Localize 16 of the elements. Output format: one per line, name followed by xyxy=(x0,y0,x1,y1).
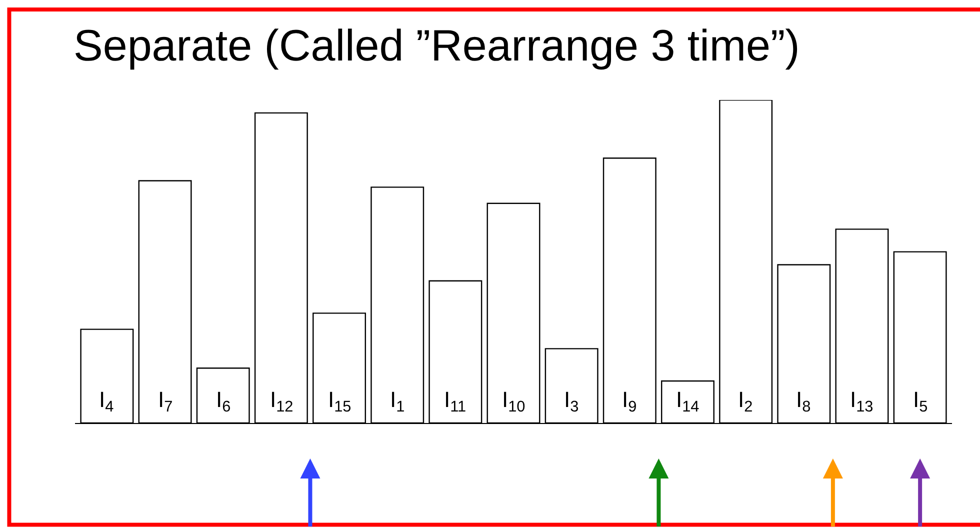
x-tick-label: I$_{11}$ xyxy=(444,387,466,416)
x-tick-label: I$_{3}$ xyxy=(564,387,579,416)
x-tick-label: I$_{4}$ xyxy=(99,387,114,416)
x-tick-label: I$_{8}$ xyxy=(796,387,811,416)
x-tick-label: I$_{9}$ xyxy=(622,387,637,416)
x-tick-label: I$_{6}$ xyxy=(216,387,231,416)
chart-title: Separate (Called ”Rearrange 3 time”) xyxy=(74,21,800,70)
x-tick-label: I$_{5}$ xyxy=(913,387,928,416)
x-tick-label: I$_{7}$ xyxy=(158,387,173,416)
x-tick-label: I$_{13}$ xyxy=(850,387,874,416)
x-tick-label: I$_{2}$ xyxy=(738,387,753,416)
x-tick-label: I$_{14}$ xyxy=(676,387,700,416)
x-tick-label: I$_{1}$ xyxy=(390,387,405,416)
x-tick-label: I$_{10}$ xyxy=(502,387,526,416)
x-tick-label: I$_{12}$ xyxy=(270,387,294,416)
x-tick-label: I$_{15}$ xyxy=(328,387,352,416)
